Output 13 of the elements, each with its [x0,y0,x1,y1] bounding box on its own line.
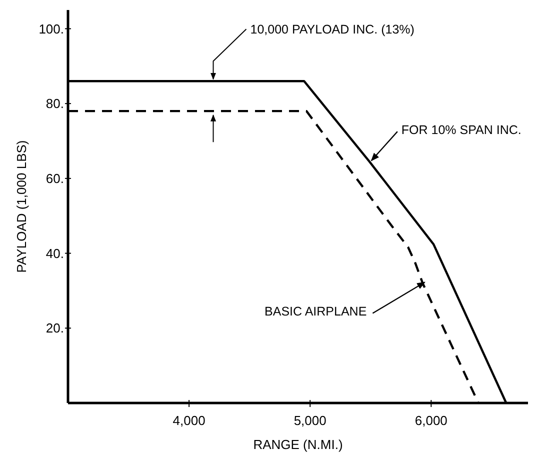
annotation: BASIC AIRPLANE [264,304,367,319]
y-axis-title: PAYLOAD (1,000 LBS) [14,140,29,273]
y-tick-label: 40. [46,246,64,261]
y-tick-label: 20. [46,320,64,336]
y-tick-label: 60. [46,170,64,186]
x-tick-label: 4,000 [172,413,206,428]
x-tick-label: 5,000 [294,413,326,428]
annotation: 10,000 PAYLOAD INC. (13%) [250,22,414,36]
x-axis-title: RANGE (N.MI.) [253,437,343,452]
y-tick-label: 100. [38,21,64,36]
y-tick-label: 80. [46,96,64,112]
x-tick-label: 6,000 [414,413,448,428]
annotation: FOR 10% SPAN INC. [401,122,522,137]
